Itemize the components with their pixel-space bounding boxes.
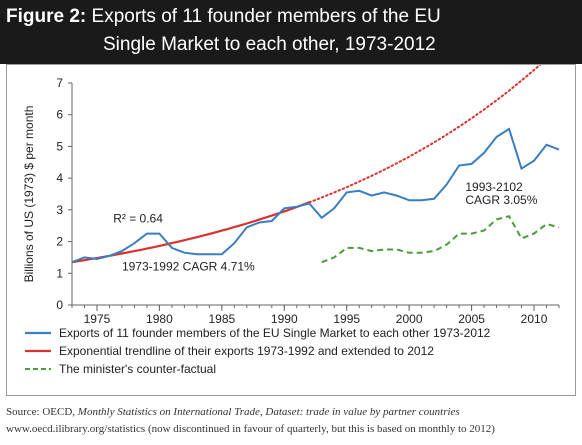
source-prefix: Source: OECD, [6,406,78,418]
y-tick-label: 4 [56,171,63,185]
y-tick-label: 2 [56,235,63,249]
chart-frame: 0 1 2 3 4 5 6 7 1975 1980 1985 1990 1995 2000 2005 2010… [6,64,576,396]
source-dataset: Monthly Statistics on International Trad… [77,406,460,418]
counterfactual-line [321,215,560,264]
exports-line [71,127,560,264]
x-tick-label: 2010 [521,312,548,326]
y-axis-label: Billions of US (1973) $ per month [22,106,36,283]
line-chart: 0 1 2 3 4 5 6 7 1975 1980 1985 1990 1995 2000 2005 2010… [22,65,560,376]
y-tick-label: 5 [56,139,63,153]
source-line-2: www.oecd.ilibrary.org/statistics (now di… [6,423,495,435]
legend-label-1: Exports of 11 founder members of the EU … [59,326,491,340]
figure-title-text-1: Exports of 11 founder members of the EU [91,6,441,27]
legend-label-2: Exponential trendline of their exports 1… [59,344,434,358]
x-tick-label: 1980 [146,312,173,326]
figure-title-line-1: Figure 2: Exports of 11 founder members … [6,6,441,28]
source-note: Source: OECD, Monthly Statistics on Inte… [6,404,580,438]
legend-label-3: The minister's counter-factual [59,362,216,376]
y-tick-label: 6 [56,108,63,122]
trendline-dotted [308,65,542,204]
title-bar: Figure 2: Exports of 11 founder members … [0,0,582,64]
y-tick-label: 1 [56,266,63,280]
annotation-3: 1993-2102 [465,180,523,194]
x-tick-label: 1995 [333,312,360,326]
figure-label: Figure 2: [6,6,87,27]
source-line-1: Source: OECD, Monthly Statistics on Inte… [6,404,580,421]
x-tick-label: 2005 [458,312,485,326]
annotation-1: R² = 0.64 [113,212,163,226]
x-tick-label: 1985 [208,312,235,326]
x-tick-label: 1990 [271,312,298,326]
x-tick-label: 2000 [396,312,423,326]
x-tick-label: 1975 [84,312,111,326]
y-tick-label: 3 [56,203,63,217]
figure-title-line-2: Single Market to each other, 1973-2012 [103,34,436,55]
y-tick-label: 7 [56,76,63,90]
annotation-2: 1973-1992 CAGR 4.71% [122,260,255,274]
annotation-4: CAGR 3.05% [465,193,537,207]
y-tick-label: 0 [56,298,63,312]
